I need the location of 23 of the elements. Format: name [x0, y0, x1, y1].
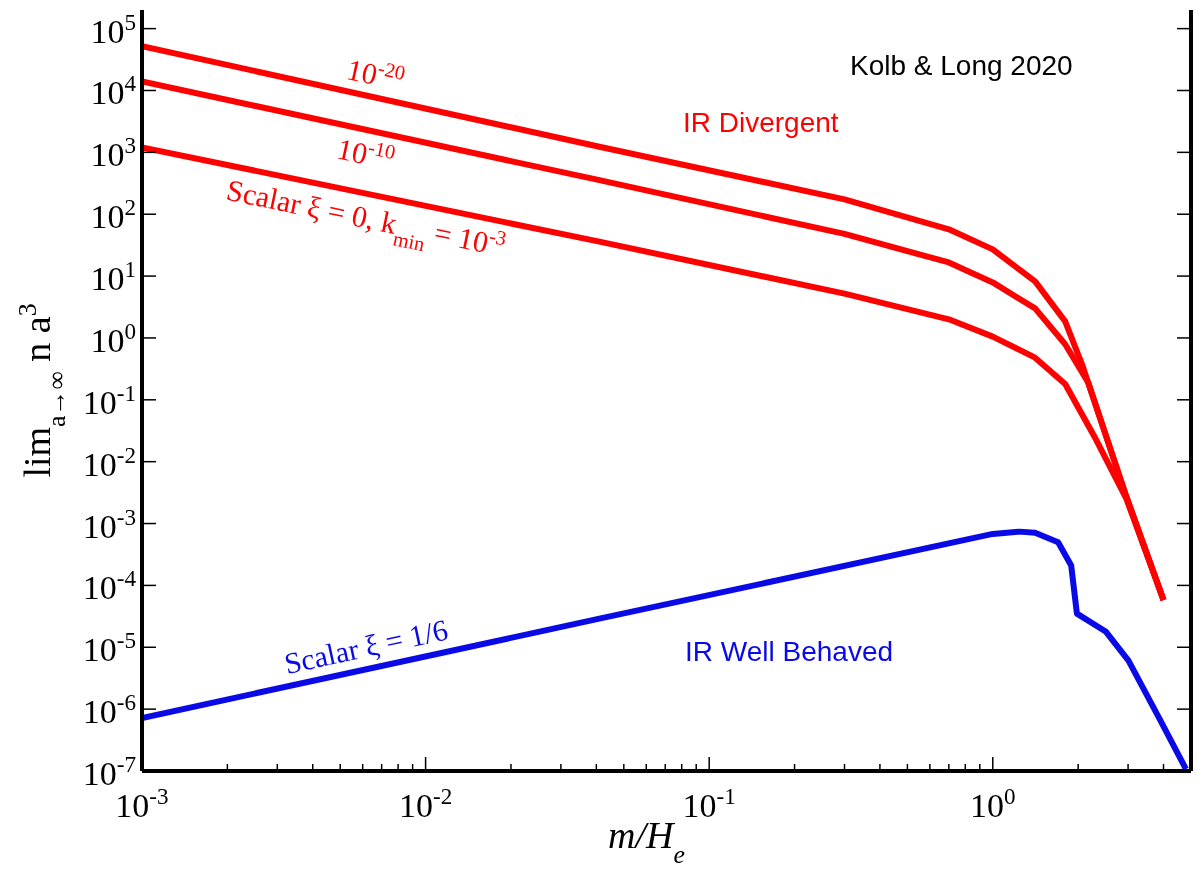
text: 10$^{-20}$ — [344, 52, 408, 91]
x-axis-title: m/H$_{e}$ — [608, 814, 685, 869]
text: Scalar ξ = 1/6 — [281, 612, 451, 681]
y-tick-label: 10$^{4}$ — [90, 70, 137, 112]
x-tick-label: 10$^{-2}$ — [398, 783, 453, 824]
annotation: IR Divergent — [683, 107, 839, 138]
y-tick-label: 10$^{-4}$ — [82, 565, 137, 607]
y-tick-label: 10$^{0}$ — [90, 317, 136, 359]
y-tick-label: 10$^{-3}$ — [82, 503, 136, 545]
x-tick-label: 10$^{0}$ — [970, 783, 1016, 824]
y-tick-label: 10$^{-6}$ — [82, 689, 136, 731]
text: Scalar ξ = 0, k$_{min}$ = 10$^{-3}$ — [223, 172, 509, 259]
y-tick-label: 10$^{-5}$ — [82, 627, 136, 669]
text: 10$^{-10}$ — [334, 131, 398, 171]
y-tick-label: 10$^{-2}$ — [82, 441, 136, 483]
annotation: IR Well Behaved — [685, 636, 894, 667]
y-tick-label: 10$^{-1}$ — [82, 379, 136, 421]
y-tick-label: 10$^{5}$ — [90, 8, 136, 50]
annotation: Kolb & Long 2020 — [850, 50, 1073, 81]
x-tick-label: 10$^{-1}$ — [682, 783, 736, 824]
y-tick-label: 10$^{1}$ — [90, 256, 136, 298]
y-tick-label: 10$^{3}$ — [90, 132, 136, 174]
y-tick-label: 10$^{2}$ — [90, 194, 136, 236]
